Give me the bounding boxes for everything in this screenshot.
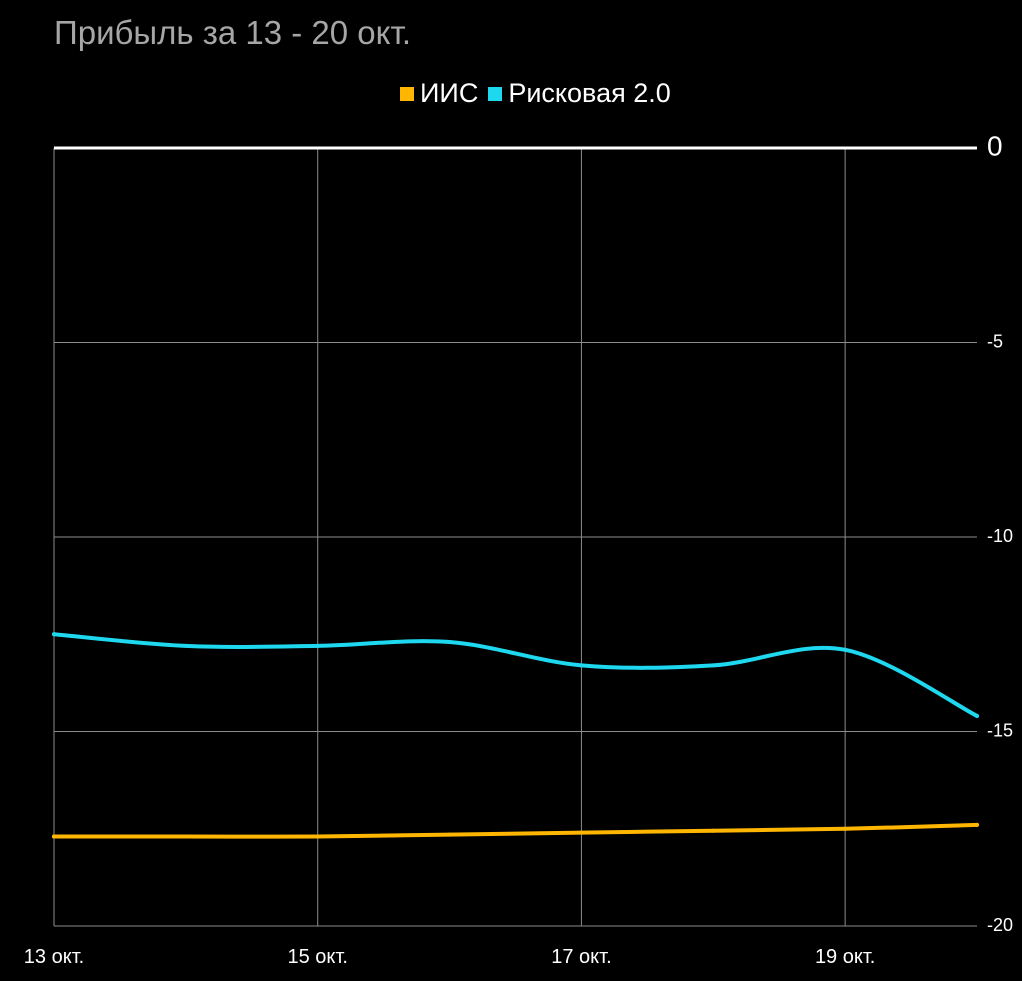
y-tick-label: 0: [987, 130, 1003, 161]
data-point: [183, 643, 188, 648]
y-tick-label: -5: [987, 331, 1003, 351]
data-point: [447, 640, 452, 645]
x-tick-label: 17 окт.: [551, 946, 611, 968]
x-tick-label: 19 окт.: [815, 946, 875, 968]
data-point: [975, 822, 979, 827]
data-point: [843, 826, 848, 831]
data-point: [975, 713, 979, 718]
x-tick-label: 13 окт.: [24, 946, 84, 968]
data-point: [315, 643, 320, 648]
series-line-iis: [52, 822, 979, 839]
data-point: [579, 663, 584, 668]
data-point: [52, 834, 56, 839]
legend-item-iis: ИИС: [400, 78, 478, 109]
legend-label-riskovaya: Рисковая 2.0: [508, 78, 671, 108]
data-point: [315, 834, 320, 839]
series-line-riskovaya: [52, 632, 979, 718]
data-point: [52, 632, 56, 637]
data-point: [447, 832, 452, 837]
legend-item-riskovaya: Рисковая 2.0: [488, 78, 671, 109]
y-tick-label: -20: [987, 915, 1013, 935]
legend-swatch-riskovaya: [488, 86, 503, 101]
chart-legend: ИИС Рисковая 2.0: [400, 78, 681, 109]
legend-label-iis: ИИС: [420, 78, 479, 108]
data-point: [843, 647, 848, 652]
y-tick-label: -10: [987, 526, 1013, 546]
data-point: [579, 830, 584, 835]
data-point: [711, 663, 716, 668]
data-point: [183, 834, 188, 839]
data-point: [711, 828, 716, 833]
y-tick-label: -15: [987, 720, 1013, 740]
x-tick-label: 15 окт.: [288, 946, 348, 968]
legend-swatch-iis: [400, 86, 414, 101]
chart-title: Прибыль за 13 - 20 окт.: [54, 14, 412, 51]
